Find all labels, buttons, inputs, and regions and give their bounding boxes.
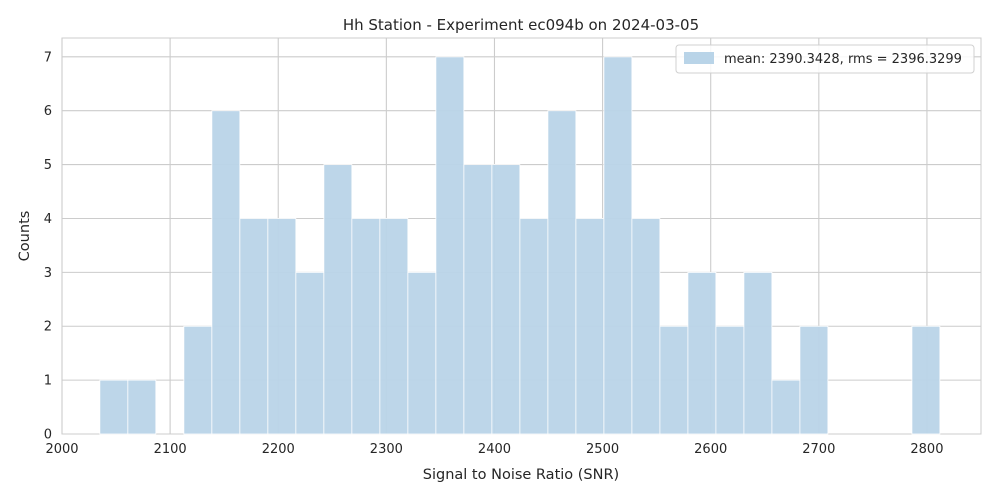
histogram-bar: [659, 325, 689, 435]
legend-box: [675, 44, 975, 74]
histogram-bar: [911, 325, 941, 435]
histogram-bar: [687, 271, 717, 435]
histogram-bar: [519, 218, 549, 435]
histogram-bar: [127, 379, 157, 435]
x-tick-label: 2700: [802, 442, 835, 457]
histogram-bar: [743, 271, 773, 435]
legend-entry: mean: 2390.3428, rms = 2396.3299: [724, 52, 962, 67]
histogram-bar: [799, 325, 829, 435]
x-tick-label: 2400: [478, 442, 511, 457]
histogram-bar: [715, 325, 745, 435]
x-tick-label: 2000: [45, 442, 78, 457]
x-tick-label: 2800: [910, 442, 943, 457]
histogram-bar: [183, 325, 213, 435]
histogram-bar: [435, 56, 465, 435]
histogram-bar: [323, 164, 353, 435]
histogram-bar: [491, 164, 521, 435]
histogram-bars: [99, 56, 941, 435]
histogram-bar: [351, 218, 381, 435]
y-tick-label: 5: [44, 158, 52, 173]
x-tick-label: 2600: [694, 442, 727, 457]
histogram-bar: [99, 379, 129, 435]
chart-title: Hh Station - Experiment ec094b on 2024-0…: [343, 16, 699, 34]
y-tick-label: 7: [44, 50, 52, 65]
histogram-bar: [771, 379, 801, 435]
y-tick-label: 2: [44, 320, 52, 335]
x-axis-label: Signal to Noise Ratio (SNR): [423, 467, 619, 483]
histogram-bar: [631, 218, 661, 435]
x-tick-label: 2300: [370, 442, 403, 457]
x-tick-label: 2100: [154, 442, 187, 457]
x-tick-label: 2500: [586, 442, 619, 457]
histogram-bar: [211, 110, 241, 435]
histogram-bar: [463, 164, 493, 435]
histogram-bar: [379, 218, 409, 435]
histogram-bar: [267, 218, 297, 435]
histogram-bar: [295, 271, 325, 435]
y-axis-label: Counts: [17, 211, 33, 262]
x-axis-ticks: 2000 2100 2200 2300 2400 2500 2600 2700 2800: [45, 442, 943, 457]
histogram-bar: [239, 218, 269, 435]
histogram-bar: [603, 56, 633, 435]
y-tick-label: 3: [44, 266, 52, 281]
histogram-bar: [547, 110, 577, 435]
y-tick-label: 0: [44, 428, 52, 443]
y-tick-label: 1: [44, 374, 52, 389]
y-tick-label: 6: [44, 104, 52, 119]
y-axis-ticks: 0 1 2 3 4 5 6 7: [44, 50, 52, 442]
histogram-bar: [407, 271, 437, 435]
x-tick-label: 2200: [262, 442, 295, 457]
y-tick-label: 4: [44, 212, 52, 227]
histogram-bar: [575, 218, 605, 435]
legend: mean: 2390.3428, rms = 2396.3299: [675, 44, 975, 74]
legend-swatch: [684, 52, 714, 64]
